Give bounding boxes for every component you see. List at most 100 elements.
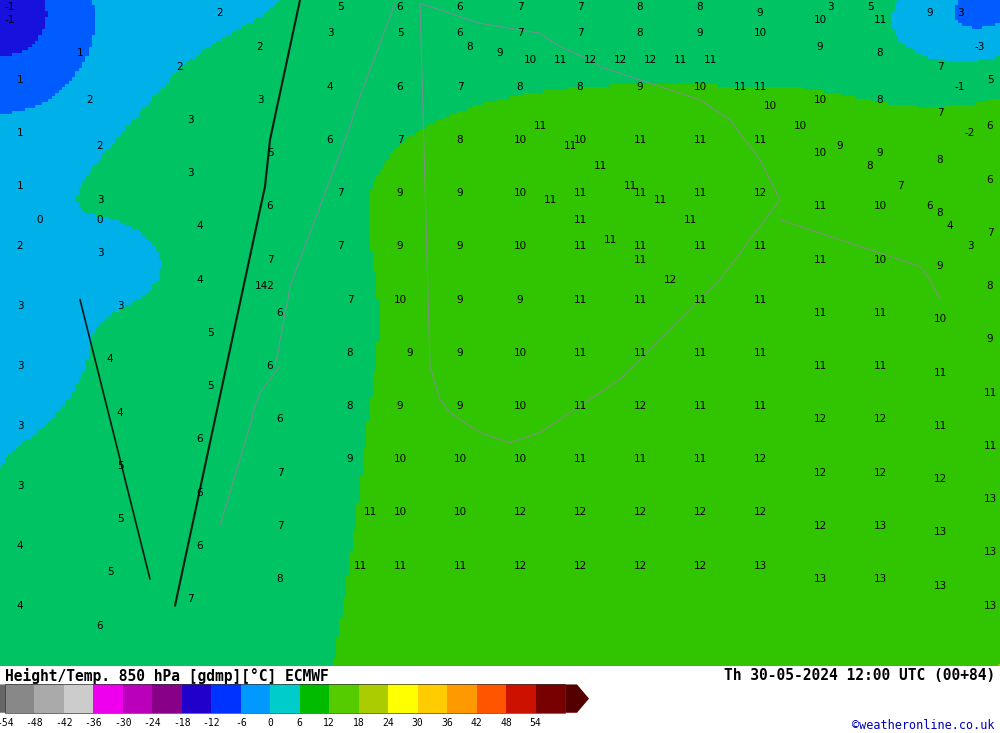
Text: 11: 11 [633, 254, 647, 265]
Text: 4: 4 [947, 221, 953, 232]
Text: 11: 11 [813, 308, 827, 318]
Text: 9: 9 [457, 401, 463, 411]
Text: 7: 7 [267, 254, 273, 265]
Text: 11: 11 [633, 241, 647, 251]
Text: 10: 10 [393, 507, 407, 517]
Text: 11: 11 [983, 388, 997, 398]
Text: 11: 11 [693, 188, 707, 198]
Text: 6: 6 [197, 487, 203, 498]
Text: 11: 11 [633, 295, 647, 304]
Text: 5: 5 [987, 75, 993, 85]
Text: 11: 11 [633, 135, 647, 145]
Text: 10: 10 [523, 55, 537, 65]
Bar [182, 685, 211, 712]
Text: 7: 7 [937, 62, 943, 72]
Bar [270, 685, 300, 712]
Text: 11: 11 [543, 195, 557, 205]
Text: 8: 8 [517, 81, 523, 92]
Text: 11: 11 [933, 421, 947, 431]
Text: 2: 2 [217, 8, 223, 18]
Bar [241, 685, 270, 712]
Text: -24: -24 [144, 718, 161, 728]
Text: 6: 6 [97, 621, 103, 630]
Text: 8: 8 [697, 1, 703, 12]
Text: 5: 5 [397, 29, 403, 38]
Text: 7: 7 [187, 594, 193, 604]
Bar [418, 685, 447, 712]
Text: 11: 11 [573, 215, 587, 224]
Text: 2: 2 [97, 141, 103, 152]
Text: 7: 7 [347, 295, 353, 304]
Text: 8: 8 [937, 208, 943, 218]
Text: 0: 0 [37, 215, 43, 224]
Text: -12: -12 [203, 718, 220, 728]
Text: 12: 12 [813, 468, 827, 478]
Text: 12: 12 [873, 468, 887, 478]
Text: 11: 11 [563, 141, 577, 152]
Text: 7: 7 [457, 81, 463, 92]
Text: 3: 3 [327, 29, 333, 38]
Text: 11: 11 [693, 401, 707, 411]
Text: 11: 11 [693, 241, 707, 251]
Text: 8: 8 [577, 81, 583, 92]
Text: 4: 4 [327, 81, 333, 92]
Text: 1: 1 [17, 128, 23, 138]
Text: 8: 8 [277, 574, 283, 584]
Text: 12: 12 [663, 275, 677, 284]
Bar [5, 685, 565, 712]
Text: 4: 4 [107, 354, 113, 364]
Text: 0: 0 [97, 215, 103, 224]
Text: 10: 10 [573, 135, 587, 145]
Text: 9: 9 [837, 141, 843, 152]
Text: 11: 11 [633, 454, 647, 464]
Text: 6: 6 [397, 1, 403, 12]
Text: 10: 10 [873, 202, 887, 211]
Text: 4: 4 [117, 408, 123, 418]
Text: 11: 11 [553, 55, 567, 65]
Text: 7: 7 [277, 520, 283, 531]
Text: 12: 12 [933, 474, 947, 485]
Text: 10: 10 [453, 507, 467, 517]
Text: 7: 7 [517, 29, 523, 38]
Text: 7: 7 [337, 188, 343, 198]
Text: 12: 12 [613, 55, 627, 65]
Text: 10: 10 [793, 122, 807, 131]
Text: 9: 9 [937, 261, 943, 271]
Text: 12: 12 [753, 454, 767, 464]
Text: 12: 12 [323, 718, 335, 728]
Text: 9: 9 [457, 295, 463, 304]
Text: 3: 3 [957, 8, 963, 18]
Text: 9: 9 [637, 81, 643, 92]
Text: 3: 3 [827, 1, 833, 12]
Text: 8: 8 [347, 401, 353, 411]
Text: 2: 2 [177, 62, 183, 72]
Text: 36: 36 [441, 718, 453, 728]
Text: 11: 11 [393, 561, 407, 571]
Text: 13: 13 [983, 494, 997, 504]
Text: 13: 13 [753, 561, 767, 571]
Text: 6: 6 [267, 361, 273, 371]
Text: 3: 3 [97, 248, 103, 258]
Text: 2: 2 [257, 42, 263, 51]
Text: 11: 11 [813, 202, 827, 211]
Text: 11: 11 [683, 215, 697, 224]
Text: 7: 7 [577, 1, 583, 12]
Text: 6: 6 [987, 122, 993, 131]
Text: 11: 11 [753, 135, 767, 145]
Bar [536, 685, 565, 712]
Text: 3: 3 [97, 195, 103, 205]
Text: 54: 54 [530, 718, 541, 728]
Text: 11: 11 [603, 235, 617, 245]
Text: 2: 2 [17, 241, 23, 251]
Text: 4: 4 [17, 541, 23, 550]
Text: 5: 5 [117, 514, 123, 524]
Text: 8: 8 [877, 48, 883, 58]
Text: 1: 1 [17, 75, 23, 85]
Bar [34, 685, 64, 712]
Text: -3: -3 [975, 42, 985, 51]
Text: 142: 142 [255, 281, 275, 291]
Text: 3: 3 [17, 421, 23, 431]
Text: 13: 13 [813, 574, 827, 584]
Text: 0: 0 [267, 718, 273, 728]
Text: 11: 11 [873, 361, 887, 371]
